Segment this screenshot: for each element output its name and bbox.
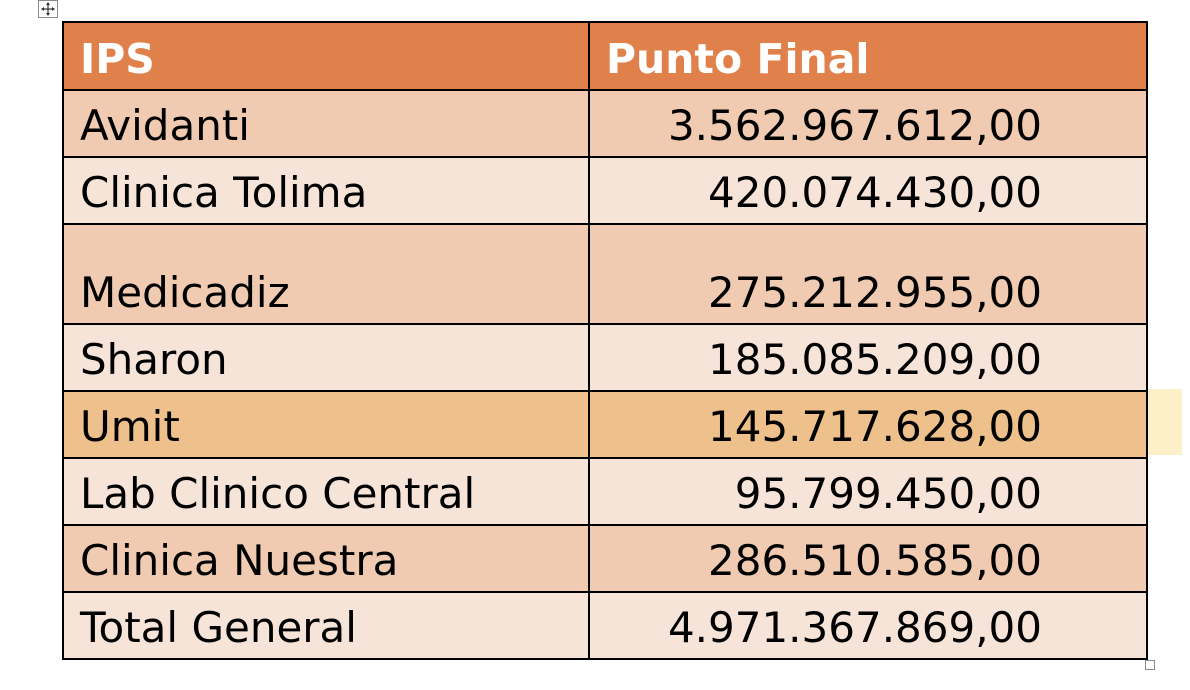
punto-final-cell[interactable]: 4.971.367.869,00: [588, 591, 1148, 660]
ips-cell[interactable]: Sharon: [62, 323, 590, 392]
punto-final-cell[interactable]: 3.562.967.612,00: [588, 89, 1148, 158]
table-row: Total General 4.971.367.869,00: [62, 591, 1148, 660]
table-row: Avidanti 3.562.967.612,00: [62, 89, 1148, 158]
table-row: Umit 145.717.628,00: [62, 390, 1148, 459]
table-row: Medicadiz 275.212.955,00: [62, 223, 1148, 325]
table-row: Sharon 185.085.209,00: [62, 323, 1148, 392]
punto-final-cell[interactable]: 286.510.585,00: [588, 524, 1148, 593]
header-punto-final: Punto Final: [588, 21, 1148, 91]
header-ips: IPS: [62, 21, 590, 91]
punto-final-cell[interactable]: 275.212.955,00: [588, 223, 1148, 325]
ips-cell[interactable]: Lab Clinico Central: [62, 457, 590, 526]
ips-cell[interactable]: Clinica Tolima: [62, 156, 590, 225]
ips-cell[interactable]: Clinica Nuestra: [62, 524, 590, 593]
table-row: Clinica Tolima 420.074.430,00: [62, 156, 1148, 225]
table-row: Clinica Nuestra 286.510.585,00: [62, 524, 1148, 593]
table-header-row: IPS Punto Final: [62, 21, 1148, 91]
ips-table: IPS Punto Final Avidanti 3.562.967.612,0…: [62, 21, 1148, 660]
cell-highlight-overflow: [1146, 389, 1182, 455]
punto-final-cell[interactable]: 420.074.430,00: [588, 156, 1148, 225]
punto-final-cell[interactable]: 145.717.628,00: [588, 390, 1148, 459]
punto-final-cell[interactable]: 185.085.209,00: [588, 323, 1148, 392]
ips-cell[interactable]: Avidanti: [62, 89, 590, 158]
ips-cell[interactable]: Total General: [62, 591, 590, 660]
ips-cell[interactable]: Umit: [62, 390, 590, 459]
table-move-icon[interactable]: [38, 0, 58, 18]
punto-final-cell[interactable]: 95.799.450,00: [588, 457, 1148, 526]
move-arrows-icon: [41, 2, 55, 16]
ips-cell[interactable]: Medicadiz: [62, 223, 590, 325]
table-resize-icon[interactable]: [1145, 660, 1155, 670]
table-row: Lab Clinico Central 95.799.450,00: [62, 457, 1148, 526]
